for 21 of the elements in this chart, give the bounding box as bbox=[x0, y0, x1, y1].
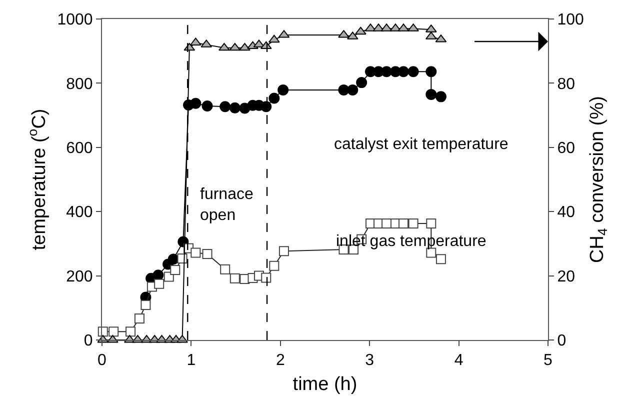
y2-tick-label: 60 bbox=[557, 140, 576, 157]
y-tick-label: 400 bbox=[66, 204, 93, 222]
text: catalyst exit temperature bbox=[334, 136, 508, 153]
x-axis-title: time (h) bbox=[292, 374, 358, 395]
x-tick-label: 5 bbox=[544, 352, 553, 370]
x-tick-label: 3 bbox=[365, 352, 374, 370]
y-tick-label: 800 bbox=[66, 76, 93, 93]
x-tick-label: 2 bbox=[276, 352, 285, 370]
y-tick-label: 0 bbox=[84, 332, 93, 350]
y2-tick-label: 40 bbox=[557, 204, 576, 222]
y-tick-label: 1000 bbox=[57, 12, 93, 29]
annotation: furnace open bbox=[200, 186, 254, 224]
x-tick-label: 0 bbox=[98, 352, 107, 370]
x-tick-label: 1 bbox=[186, 352, 196, 370]
y2-tick-label: 20 bbox=[557, 268, 576, 286]
y2-tick-label: 100 bbox=[557, 12, 584, 29]
x-tick-label: 4 bbox=[454, 352, 464, 370]
y2-tick-label: 80 bbox=[557, 76, 576, 93]
y2-tick-label: 0 bbox=[557, 332, 566, 350]
y-tick-label: 600 bbox=[66, 140, 93, 157]
y-tick-label: 200 bbox=[66, 268, 93, 286]
